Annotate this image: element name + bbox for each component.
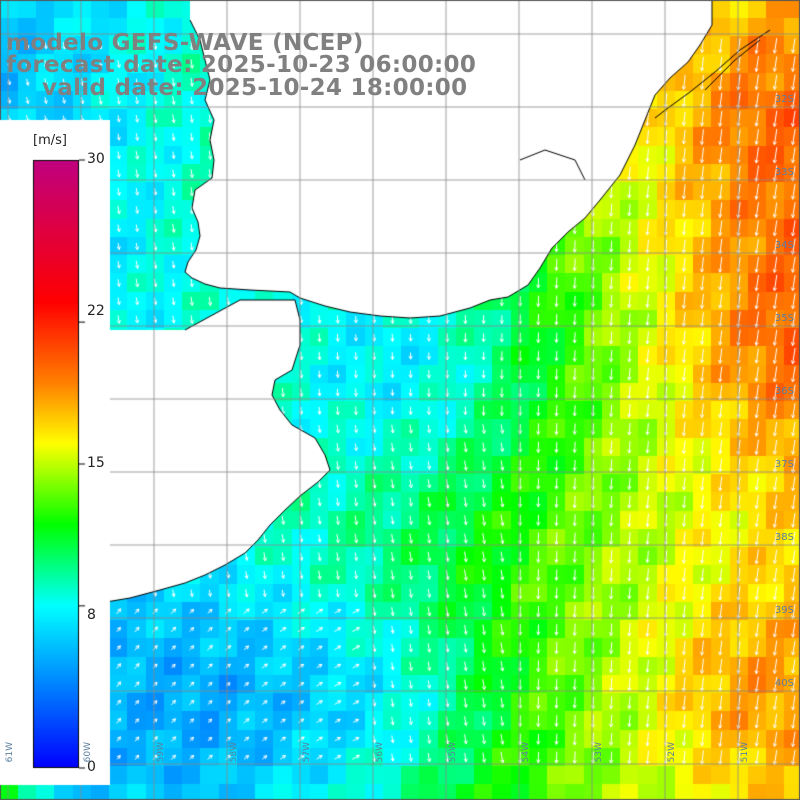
lon-label-61w: 61W: [5, 742, 15, 763]
valid-date: valid date: 2025-10-24 18:00:00: [42, 75, 468, 101]
lon-label-59w: 59W: [156, 742, 166, 763]
lon-label-58w: 58W: [229, 742, 239, 763]
lon-label-57w: 57W: [302, 742, 312, 763]
lon-label-51w: 51W: [740, 742, 750, 763]
colorbar-tick-0: 0: [87, 759, 96, 775]
colorbar-tick-30: 30: [87, 151, 105, 167]
lon-label-54w: 54W: [521, 742, 531, 763]
lat-label-40s: 40S: [774, 678, 794, 689]
lat-label-34s: 34S: [774, 240, 794, 251]
lon-label-60w: 60W: [83, 742, 93, 763]
lat-label-35s: 35S: [774, 313, 794, 324]
colorbar-tick-22: 22: [87, 303, 105, 319]
lat-label-36s: 36S: [774, 386, 794, 397]
lat-label-39s: 39S: [774, 605, 794, 616]
lat-label-32s: 32S: [774, 94, 794, 105]
colorbar-tick-15: 15: [87, 455, 105, 471]
colorbar-tick-8: 8: [87, 607, 96, 623]
model-title: modelo GEFS-WAVE (NCEP): [6, 30, 364, 56]
colorbar-unit: [m/s]: [33, 133, 67, 148]
lon-label-53w: 53W: [594, 742, 604, 763]
lon-label-55w: 55W: [448, 742, 458, 763]
lon-label-52w: 52W: [667, 742, 677, 763]
lat-label-37s: 37S: [774, 459, 794, 470]
forecast-date: forecast date: 2025-10-23 06:00:00: [6, 52, 477, 78]
lon-label-56w: 56W: [375, 742, 385, 763]
lat-label-33s: 33S: [774, 167, 794, 178]
lat-label-38s: 38S: [774, 532, 794, 543]
